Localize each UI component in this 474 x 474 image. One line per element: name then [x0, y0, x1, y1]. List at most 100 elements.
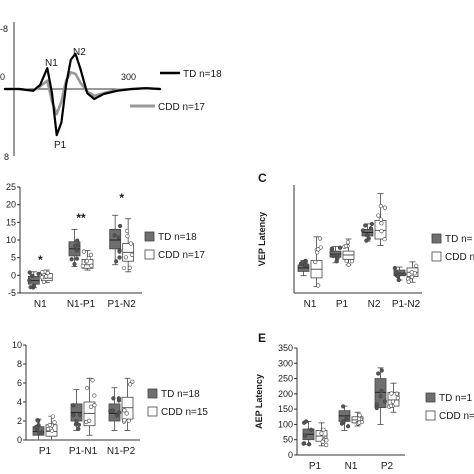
data-point: [114, 259, 119, 264]
category-label: P1: [39, 446, 52, 457]
data-point: [125, 234, 130, 239]
data-point: [116, 396, 121, 401]
legend-swatch: [144, 231, 155, 242]
y-tick-label: 250: [278, 374, 293, 384]
panel-label: E: [258, 331, 266, 345]
data-point: [76, 422, 81, 427]
data-point: [125, 228, 130, 234]
legend-label: CDD n=17: [158, 250, 205, 261]
data-point: [390, 399, 395, 404]
data-point: [34, 424, 39, 429]
data-point: [394, 391, 399, 396]
legend-swatch: [431, 233, 442, 244]
category-label: N1: [345, 461, 358, 472]
data-point: [122, 408, 127, 413]
y-tick-label: 25: [6, 182, 16, 192]
data-point: [341, 404, 346, 409]
data-point: [76, 426, 81, 431]
data-point: [114, 413, 119, 418]
panel-a-peak-p1: P1: [54, 140, 67, 151]
data-point: [43, 274, 49, 279]
panel-a-legend-td-label: TD n=18: [183, 69, 222, 80]
data-point: [74, 248, 79, 253]
data-point: [376, 371, 381, 376]
data-point: [356, 416, 362, 422]
data-point: [364, 233, 370, 238]
data-point: [374, 402, 380, 407]
data-point: [71, 403, 76, 408]
data-point: [88, 404, 94, 409]
data-point: [37, 430, 42, 435]
data-point: [52, 420, 57, 425]
data-point: [357, 413, 362, 418]
data-point: [345, 424, 351, 429]
data-point: [45, 270, 50, 276]
data-point: [319, 431, 324, 436]
legend-swatch: [147, 406, 158, 417]
data-point: [69, 257, 74, 262]
data-point: [382, 205, 388, 210]
data-point: [130, 379, 135, 384]
data-point: [124, 411, 129, 416]
data-point: [71, 412, 76, 418]
data-point: [74, 256, 79, 261]
y-tick-label: 2: [17, 416, 22, 426]
data-point: [395, 395, 400, 401]
data-point: [368, 226, 373, 231]
data-point: [309, 427, 314, 432]
y-axis-title: VEP Latency: [257, 212, 267, 266]
data-point: [86, 256, 91, 261]
legend-swatch: [147, 388, 158, 399]
legend-label: CDD n=1: [439, 411, 474, 422]
data-point: [128, 382, 133, 387]
data-point: [396, 277, 401, 283]
category-label: P1: [309, 461, 322, 472]
data-point: [341, 419, 346, 424]
data-point: [349, 259, 355, 264]
data-point: [409, 274, 415, 279]
data-point: [128, 241, 133, 246]
legend-swatch: [144, 249, 155, 260]
category-label: P1-N1: [69, 446, 98, 457]
data-point: [303, 259, 309, 264]
data-point: [378, 394, 383, 399]
panel-a-ytick-top: -8: [0, 24, 8, 34]
data-point: [324, 438, 329, 443]
data-point: [346, 262, 351, 267]
data-point: [110, 408, 115, 413]
data-point: [378, 204, 383, 209]
data-point: [357, 420, 362, 425]
y-tick-label: 350: [278, 343, 293, 353]
data-point: [306, 442, 312, 447]
data-point: [88, 252, 94, 257]
y-tick-label: 8: [17, 359, 22, 369]
data-point: [382, 399, 388, 404]
data-point: [36, 271, 41, 276]
data-point: [117, 223, 123, 229]
panel-b-boxplot: -5 0 5 10 15 20 25 N1 * N1-P1 ** P1-N2 * TD n=18 CDD n…: [6, 182, 205, 310]
data-point: [84, 259, 89, 264]
panel-c-boxplot: C VEP Latency N1 P1 N2 P1-N2 TD n= CDD n=: [257, 171, 474, 310]
panel-label: C: [258, 171, 267, 185]
legend-label: TD n=18: [161, 389, 200, 400]
data-point: [379, 368, 384, 373]
data-point: [122, 418, 127, 423]
panel-a-ytick-bottom: 8: [4, 152, 9, 162]
data-point: [321, 427, 326, 432]
y-tick-label: 5: [11, 253, 16, 263]
y-tick-label: 150: [278, 404, 293, 414]
data-point: [117, 249, 122, 254]
data-point: [364, 238, 369, 243]
y-tick-label: 20: [6, 200, 16, 210]
significance-marker: *: [119, 191, 124, 205]
data-point: [374, 405, 379, 411]
data-point: [302, 433, 308, 438]
legend-swatch: [425, 410, 436, 421]
y-tick-label: 6: [17, 378, 22, 388]
data-point: [89, 263, 94, 268]
data-point: [378, 217, 383, 222]
data-point: [126, 418, 131, 423]
data-point: [50, 414, 55, 419]
legend-label: TD n=18: [158, 232, 197, 243]
